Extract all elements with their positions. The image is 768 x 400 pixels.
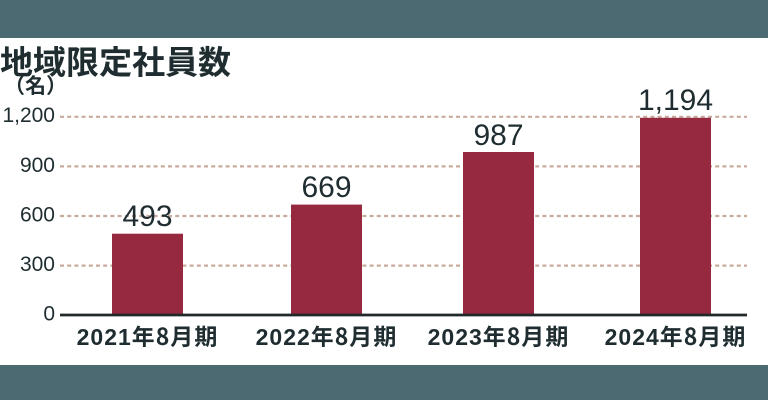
svg-text:600: 600: [20, 204, 55, 227]
svg-text:2023年8月期: 2023年8月期: [428, 318, 570, 352]
svg-text:2021年8月期: 2021年8月期: [77, 318, 219, 352]
svg-text:2024年8月期: 2024年8月期: [605, 318, 747, 352]
svg-text:2022年8月期: 2022年8月期: [256, 318, 398, 352]
svg-text:669: 669: [301, 171, 351, 204]
svg-text:987: 987: [473, 119, 523, 152]
svg-text:300: 300: [20, 253, 55, 276]
svg-text:1,200: 1,200: [2, 104, 55, 127]
svg-text:493: 493: [122, 200, 172, 233]
svg-text:0: 0: [43, 303, 55, 326]
svg-text:1,194: 1,194: [638, 84, 713, 117]
svg-text:900: 900: [20, 154, 55, 177]
